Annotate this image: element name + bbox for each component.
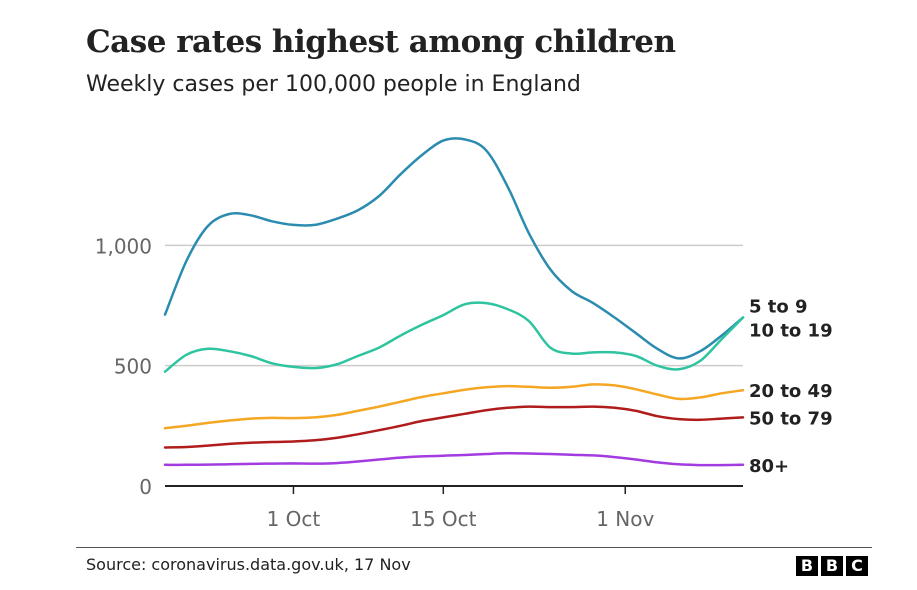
source-note: Source: coronavirus.data.gov.uk, 17 Nov: [86, 555, 411, 574]
series-line: [163, 137, 745, 360]
y-tick-label: 1,000: [95, 234, 152, 258]
footer-divider: [76, 547, 872, 548]
x-tick-label: 1 Nov: [596, 507, 654, 531]
series-lines: [163, 137, 745, 467]
axes: 0 500 1,000 1 Oct 15 Oct 1 Nov: [95, 234, 743, 531]
x-tick-label: 1 Oct: [267, 507, 321, 531]
bbc-logo-letter: B: [796, 556, 818, 576]
bbc-logo: B B C: [796, 556, 868, 576]
x-tick-label: 15 Oct: [410, 507, 477, 531]
y-tick-label: 0: [139, 475, 152, 499]
bbc-logo-letter: B: [821, 556, 843, 576]
line-chart: 0 500 1,000 1 Oct 15 Oct 1 Nov 5 to 9 10 to 19…: [95, 137, 833, 531]
series-end-label: 50 to 79: [749, 408, 833, 429]
series-line: [163, 301, 745, 373]
series-line: [163, 405, 745, 449]
series-line: [163, 383, 745, 430]
series-end-label: 20 to 49: [749, 381, 833, 402]
chart-subtitle: Weekly cases per 100,000 people in Engla…: [86, 72, 581, 97]
series-end-label: 80+: [749, 456, 789, 477]
bbc-logo-letter: C: [846, 556, 868, 576]
series-line: [163, 452, 745, 467]
chart-title: Case rates highest among children: [86, 24, 676, 60]
gridlines: [165, 244, 743, 367]
y-tick-label: 500: [114, 355, 152, 379]
series-end-labels: 5 to 9 10 to 19 20 to 49 50 to 79 80+: [749, 297, 833, 477]
series-end-label: 10 to 19: [749, 321, 833, 342]
series-end-label: 5 to 9: [749, 297, 808, 318]
